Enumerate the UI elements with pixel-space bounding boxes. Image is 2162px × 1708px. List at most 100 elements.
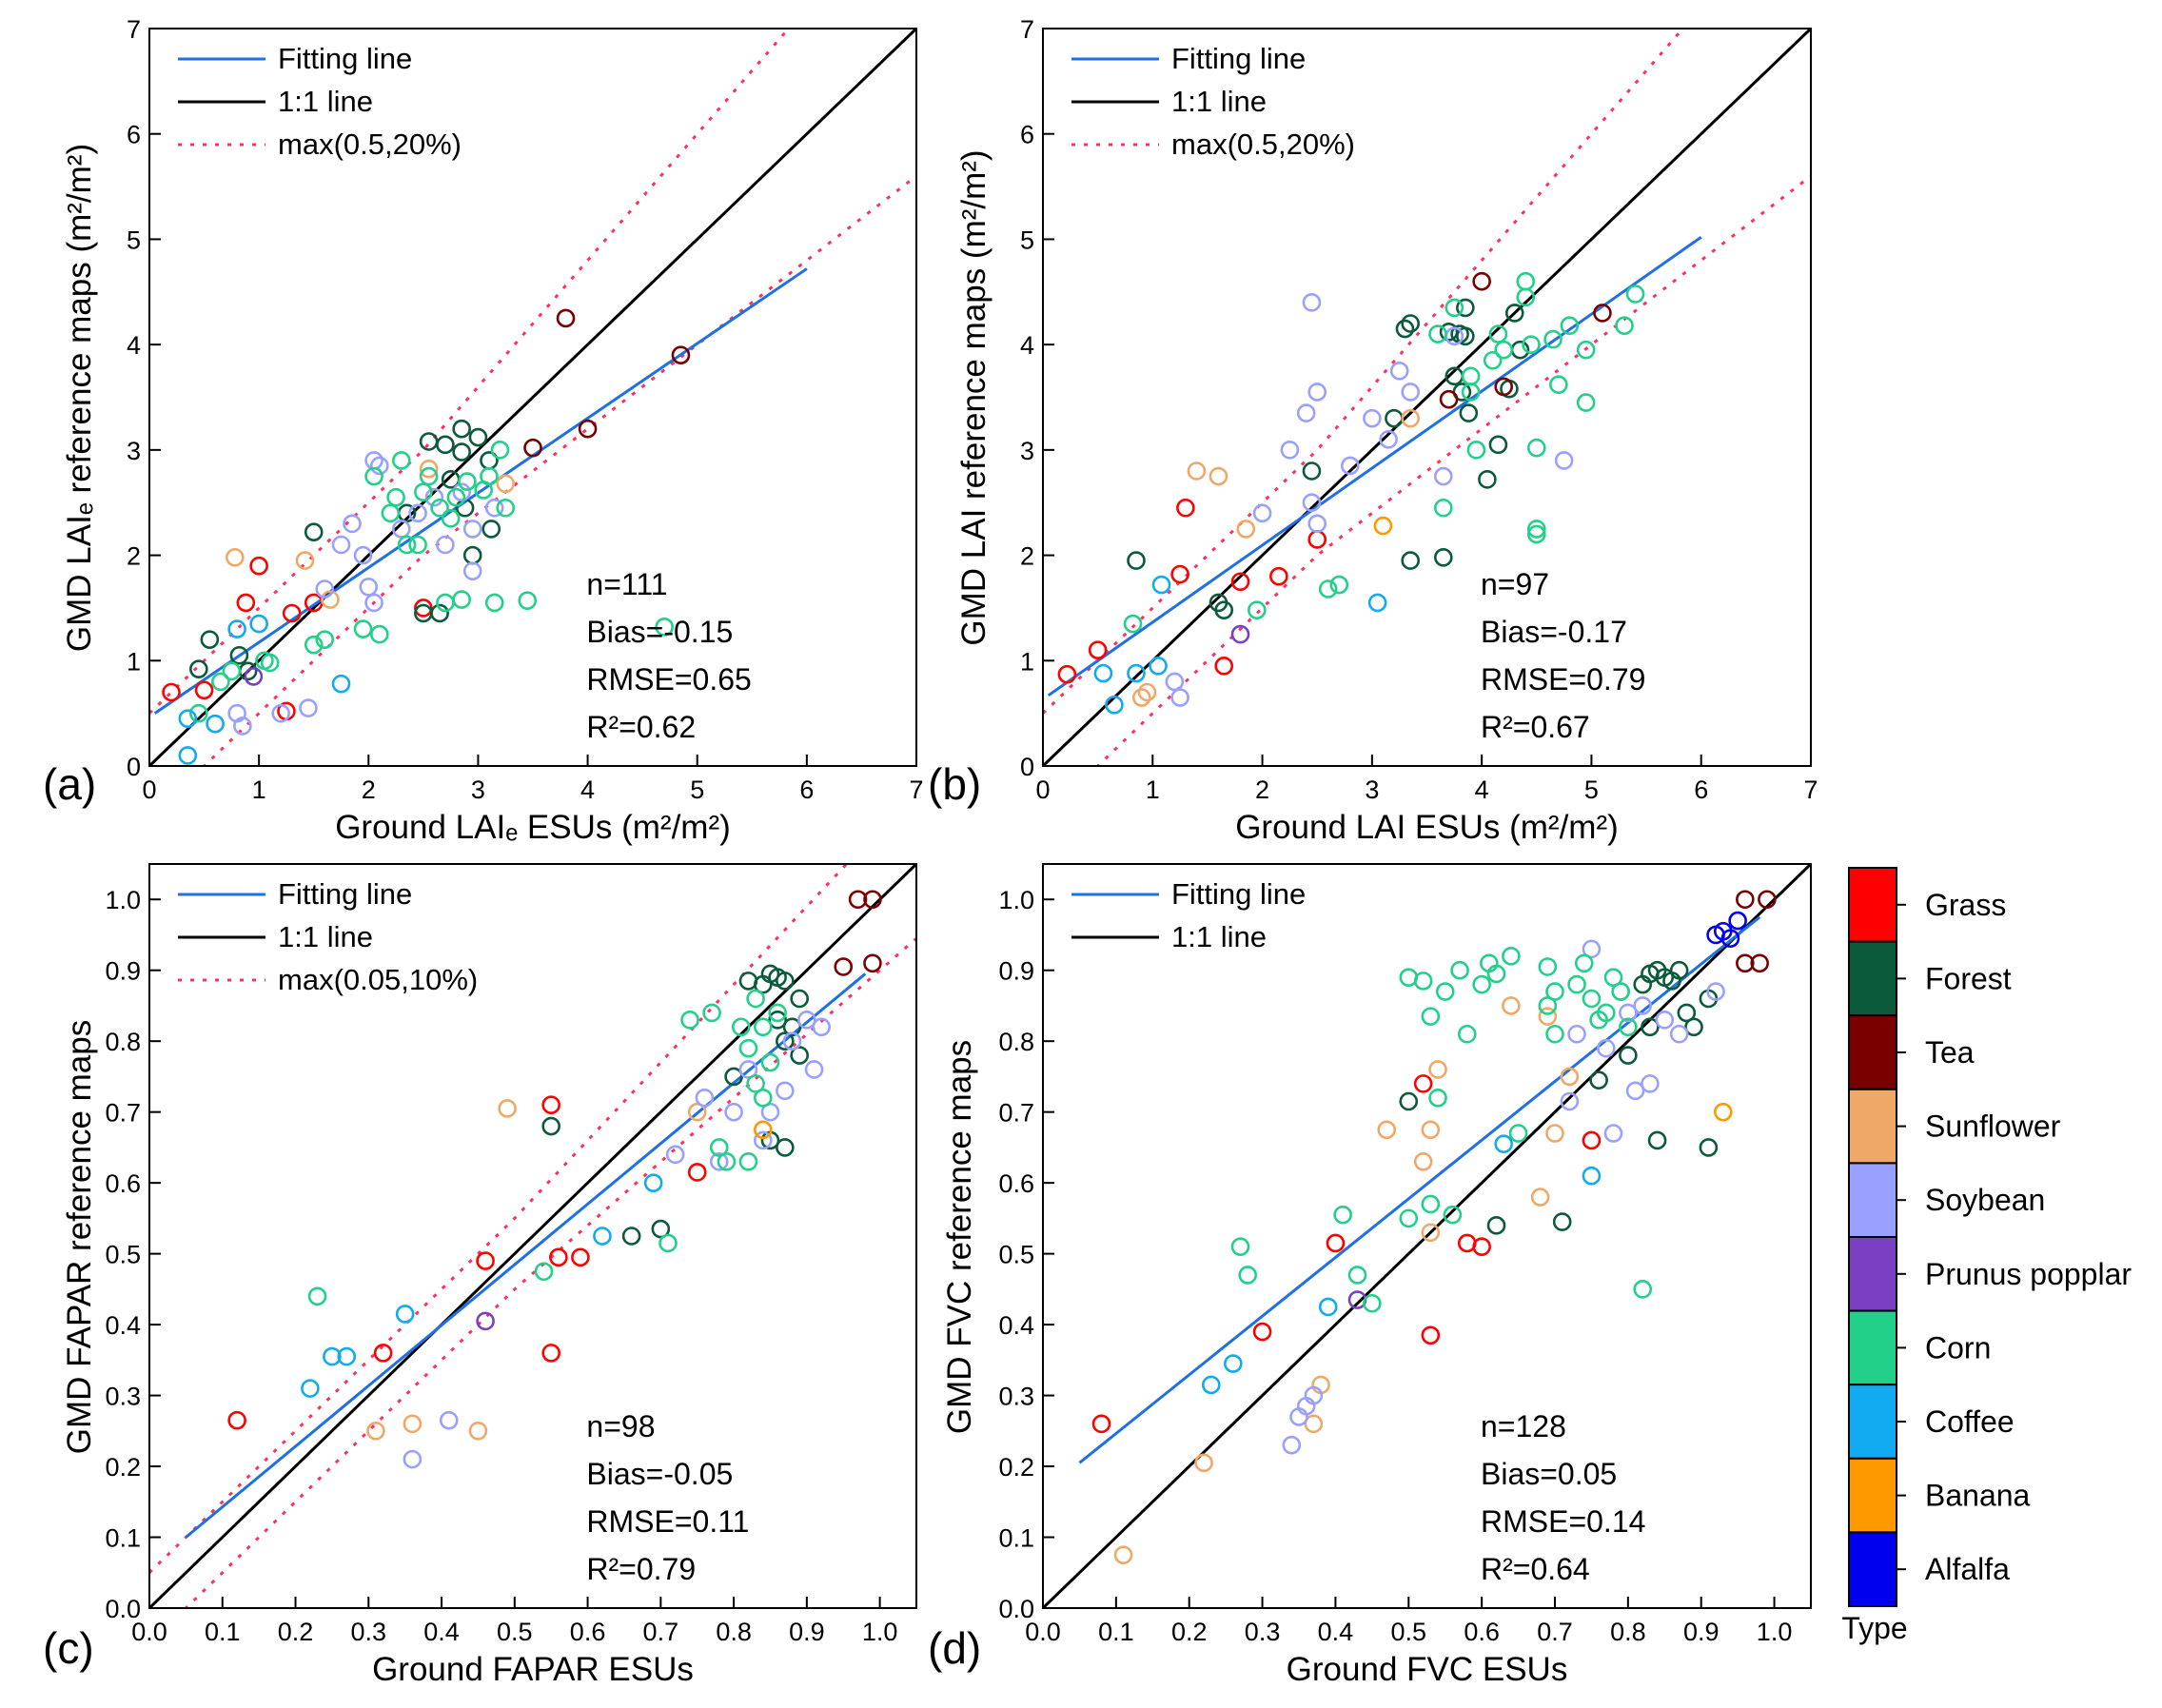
tolerance-lower-line — [1095, 174, 1811, 766]
data-point — [1421, 1120, 1441, 1140]
data-point — [518, 591, 538, 610]
fitting-line — [185, 972, 867, 1539]
data-point — [315, 579, 335, 599]
data-point — [1597, 1003, 1616, 1023]
x-tick-label: 7 — [1803, 775, 1818, 804]
data-point — [1296, 403, 1316, 422]
data-point — [1269, 566, 1288, 586]
data-point — [541, 1344, 560, 1363]
data-point — [1494, 340, 1513, 360]
data-point — [738, 1152, 758, 1171]
data-point — [424, 487, 444, 507]
plot-panel-3: 0.0 0.1 0.2 0.3 0.4 0.5 0.6 0.7 0.8 0.9 1.0 0.0 0.1 0… — [43, 863, 917, 1688]
data-point — [1176, 498, 1195, 518]
data-point — [1421, 1194, 1441, 1214]
data-point — [490, 441, 510, 460]
data-point — [760, 1102, 780, 1122]
data-point — [1603, 1124, 1623, 1143]
data-point — [578, 419, 598, 439]
data-point — [1669, 1024, 1689, 1044]
data-point — [1170, 688, 1189, 707]
y-tick-label: 0.1 — [105, 1524, 141, 1553]
y-tick-label: 0.8 — [105, 1028, 141, 1056]
y-tick-label: 3 — [1020, 437, 1034, 465]
y-tick-label: 0.7 — [105, 1099, 141, 1128]
data-point — [746, 1074, 765, 1093]
data-point — [323, 1346, 342, 1366]
data-point — [1750, 953, 1769, 973]
data-point — [419, 432, 439, 451]
x-tick-label: 4 — [580, 775, 595, 804]
plot-legend: Fitting line 1:1 line max(0.05,10%) — [178, 877, 478, 996]
stat-line: R²=0.62 — [586, 710, 696, 744]
y-tick-label: 0.6 — [998, 1169, 1034, 1198]
data-point — [414, 599, 433, 618]
y-tick-label: 0.4 — [105, 1311, 141, 1340]
data-point — [1486, 1216, 1506, 1235]
type-swatch — [1848, 1014, 1897, 1090]
data-point — [1545, 982, 1564, 1001]
data-point — [1252, 503, 1272, 523]
data-point — [1443, 1205, 1463, 1225]
y-tick-label: 0.3 — [105, 1383, 141, 1411]
stat-line: Bias=-0.15 — [586, 615, 733, 649]
data-point — [1093, 663, 1113, 683]
data-point — [1326, 1233, 1346, 1253]
x-tick-label: 0.3 — [1245, 1618, 1281, 1646]
x-tick-label: 7 — [909, 775, 923, 804]
data-point — [863, 890, 882, 910]
x-tick-label: 0 — [1035, 775, 1050, 804]
data-point — [1421, 1223, 1441, 1243]
data-point — [1395, 319, 1415, 339]
data-point — [452, 419, 471, 439]
data-point — [226, 547, 245, 567]
data-point — [206, 714, 225, 734]
data-point — [863, 953, 882, 973]
data-point — [1280, 441, 1300, 460]
data-point — [476, 1311, 495, 1331]
y-tick-label: 0.4 — [998, 1311, 1034, 1340]
legend-label-one: 1:1 line — [278, 920, 373, 953]
data-point — [1201, 1375, 1221, 1395]
data-point — [1224, 1354, 1243, 1373]
data-point — [282, 603, 302, 623]
x-tick-label: 5 — [690, 775, 704, 804]
data-point — [768, 1003, 787, 1023]
data-point — [233, 717, 252, 736]
plot-frame — [1042, 863, 1812, 1609]
data-point — [1576, 393, 1596, 412]
x-tick-label: 0.0 — [131, 1618, 167, 1646]
x-tick-label: 0.5 — [1391, 1618, 1427, 1646]
y-tick-label: 0.6 — [105, 1169, 141, 1198]
stat-line: Bias=0.05 — [1481, 1457, 1617, 1491]
y-tick-label: 0.1 — [998, 1524, 1034, 1553]
type-swatch — [1848, 940, 1897, 1017]
y-tick-label: 0.9 — [105, 957, 141, 986]
data-point — [717, 1152, 737, 1171]
data-point — [1538, 996, 1558, 1015]
data-point — [1445, 298, 1464, 318]
data-point — [462, 561, 482, 580]
data-point — [1333, 1205, 1352, 1225]
data-point — [369, 456, 389, 476]
data-point — [1526, 520, 1546, 539]
data-point — [1508, 1124, 1528, 1143]
data-point — [1282, 1435, 1302, 1455]
data-point — [1603, 968, 1623, 987]
data-point — [452, 590, 471, 609]
data-point — [1619, 1017, 1638, 1037]
plot-legend: Fitting line 1:1 line max(0.5,20%) — [178, 42, 462, 161]
panel-label: (c) — [43, 1623, 94, 1673]
data-point — [1576, 340, 1596, 360]
data-point — [776, 1031, 795, 1050]
data-point — [804, 1060, 824, 1079]
x-tick-label: 0.5 — [497, 1618, 533, 1646]
plot-area — [149, 29, 916, 766]
data-point — [1494, 1134, 1513, 1153]
y-tick-label: 4 — [1020, 331, 1034, 360]
data-point — [1560, 1067, 1580, 1087]
y-axis-title: GMD LAIₑ reference maps (m²/m²) — [61, 144, 98, 652]
data-point — [430, 498, 449, 518]
y-tick-label: 1.0 — [105, 886, 141, 914]
data-point — [1413, 1152, 1433, 1171]
